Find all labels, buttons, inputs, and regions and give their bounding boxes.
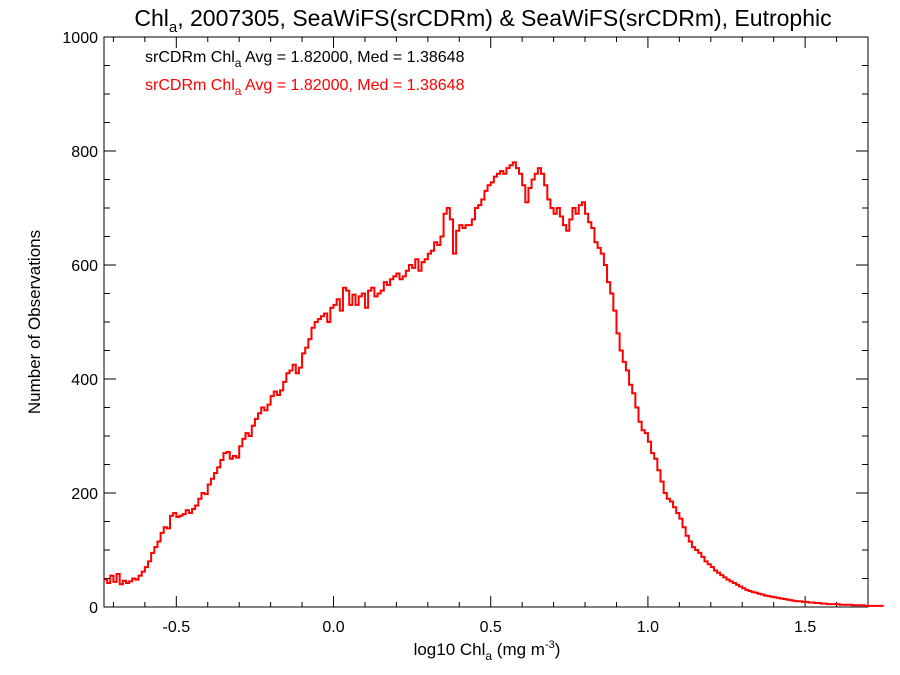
plot-area: -0.5 0.0 0.5 1.0 1.5 0 200 400 600 800 1000 [62,30,884,636]
y-tick-label: 600 [71,258,98,275]
x-tick-label: 1.0 [637,619,659,636]
x-tick-label: 0.5 [480,619,502,636]
legend-entry-red: srCDRm Chla Avg = 1.82000, Med = 1.38648 [145,77,465,98]
y-tick-label: 0 [89,600,98,617]
y-tick-label: 200 [71,486,98,503]
y-tick-label: 800 [71,144,98,161]
legend-entry-black: srCDRm Chla Avg = 1.82000, Med = 1.38648 [145,49,465,70]
y-tick-label: 400 [71,372,98,389]
x-tick-label: 0.0 [322,619,344,636]
chart-title: Chla, 2007305, SeaWiFS(srCDRm) & SeaWiFS… [134,5,831,36]
x-tick-label: 1.5 [794,619,816,636]
y-tick-label: 1000 [62,30,98,47]
histogram-series-line [104,161,884,607]
y-axis-label: Number of Observations [25,230,44,414]
x-axis-label: log10 Chla (mg m-3) [414,639,561,663]
x-tick-label: -0.5 [163,619,191,636]
